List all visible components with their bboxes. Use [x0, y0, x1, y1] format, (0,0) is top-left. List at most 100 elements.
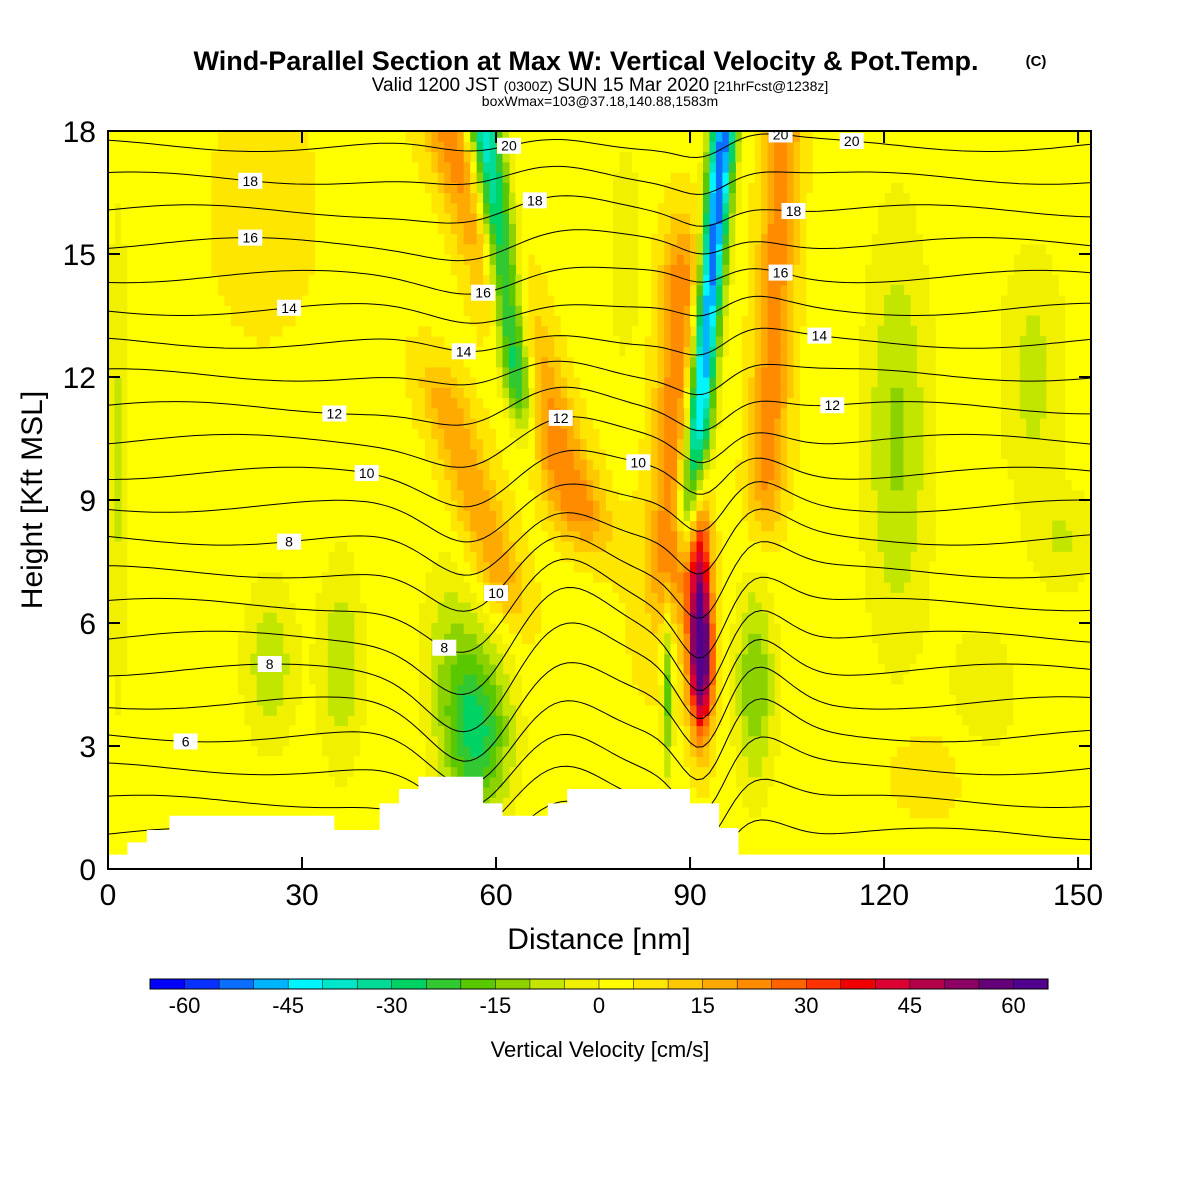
field-cell [308, 715, 316, 727]
field-cell [838, 561, 846, 573]
field-cell [625, 776, 633, 788]
field-cell [851, 664, 859, 675]
field-cell [347, 612, 355, 624]
field-cell [243, 582, 251, 593]
field-cell [851, 797, 859, 809]
field-cell [534, 664, 542, 675]
field-cell [476, 530, 484, 542]
field-cell [1032, 602, 1040, 614]
field-cell [521, 551, 529, 563]
field-cell [211, 643, 219, 655]
field-cell [399, 500, 407, 511]
field-cell [1032, 582, 1040, 593]
field-cell [696, 633, 704, 645]
field-cell [411, 602, 420, 614]
field-cell [567, 725, 575, 737]
field-cell [334, 643, 342, 655]
field-cell [787, 787, 795, 798]
field-cell [237, 592, 245, 604]
field-cell [819, 715, 827, 727]
field-cell [955, 500, 963, 511]
field-cell [508, 725, 517, 737]
field-cell [450, 725, 458, 737]
field-cell [909, 838, 917, 850]
field-cell [573, 705, 581, 716]
field-cell [644, 612, 652, 624]
field-cell [560, 653, 568, 665]
field-cell [1026, 602, 1034, 614]
field-cell [1078, 715, 1086, 727]
field-cell [586, 756, 594, 768]
field-cell [340, 705, 348, 716]
field-cell [1071, 602, 1079, 614]
field-cell [463, 715, 471, 727]
field-cell [987, 766, 995, 778]
field-cell [547, 500, 555, 511]
field-cell [909, 715, 917, 727]
field-cell [754, 674, 762, 686]
field-cell [308, 746, 316, 757]
field-cell [1006, 746, 1014, 757]
field-cell [845, 705, 853, 716]
field-cell [133, 489, 141, 501]
field-cell [263, 684, 271, 696]
field-cell [560, 715, 568, 727]
field-cell [819, 756, 827, 768]
field-cell [302, 479, 310, 491]
field-cell [935, 715, 943, 727]
field-cell [444, 500, 452, 511]
field-cell [1006, 766, 1014, 778]
field-cell [1045, 694, 1053, 706]
field-cell [812, 551, 820, 563]
field-cell [922, 715, 930, 727]
field-cell [192, 541, 200, 552]
field-cell [605, 489, 614, 501]
field-cell [832, 582, 840, 593]
field-cell [321, 541, 329, 552]
field-cell [120, 817, 128, 829]
field-cell [799, 633, 808, 645]
field-cell [780, 674, 788, 686]
field-cell [424, 551, 432, 563]
field-cell [1013, 817, 1021, 829]
field-cell [851, 735, 859, 747]
field-cell [974, 530, 982, 542]
field-cell [586, 541, 594, 552]
field-cell [871, 838, 879, 850]
field-cell [1039, 623, 1047, 634]
field-cell [392, 787, 400, 798]
field-cell [340, 479, 348, 491]
field-cell [625, 653, 633, 665]
field-cell [702, 797, 711, 809]
field-cell [631, 725, 639, 737]
field-cell [237, 582, 245, 593]
field-cell [981, 817, 989, 829]
field-cell [638, 489, 646, 501]
field-cell [651, 602, 659, 614]
field-cell [657, 582, 665, 593]
field-cell [1052, 776, 1060, 788]
field-cell [981, 756, 989, 768]
field-cell [605, 756, 614, 768]
field-cell [845, 817, 853, 829]
field-cell [192, 797, 200, 809]
field-cell [780, 612, 788, 624]
field-cell [605, 520, 614, 532]
field-cell [696, 756, 704, 768]
field-cell [541, 776, 549, 788]
field-cell [1000, 797, 1008, 809]
field-cell [554, 756, 562, 768]
field-cell [890, 817, 898, 829]
field-cell [172, 787, 180, 798]
field-cell [871, 715, 879, 727]
field-cell [327, 489, 335, 501]
field-cell [405, 612, 413, 624]
field-cell [625, 725, 633, 737]
field-cell [127, 797, 135, 809]
field-cell [366, 705, 374, 716]
field-cell [593, 766, 601, 778]
field-cell [599, 766, 607, 778]
field-cell [580, 623, 588, 634]
field-cell [903, 510, 911, 522]
field-cell [366, 592, 374, 604]
